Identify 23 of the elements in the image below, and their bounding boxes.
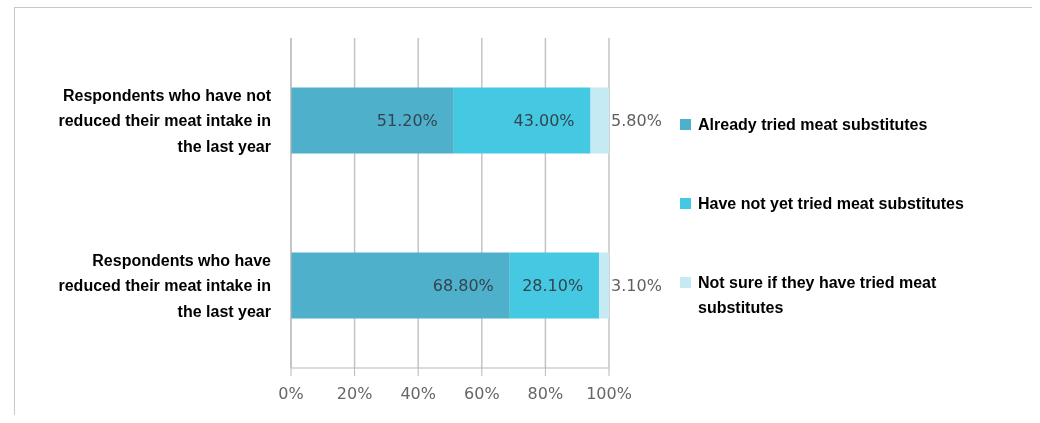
x-tick-label: 0% (278, 384, 304, 404)
data-label: 28.10% (522, 276, 584, 296)
bar (291, 252, 510, 319)
x-tick-label: 80% (527, 384, 564, 404)
data-label: 68.80% (432, 276, 494, 296)
data-label: 3.10% (611, 276, 662, 296)
legend-label: Already tried meat substitutes (698, 115, 928, 135)
x-tick-label: 20% (336, 384, 373, 404)
x-tick-label: 60% (464, 384, 500, 404)
data-label: 5.80% (611, 111, 662, 131)
x-tick-label: 40% (400, 384, 436, 404)
bar (590, 87, 609, 154)
bar (453, 87, 591, 154)
bar (291, 87, 454, 154)
data-label: 51.20% (376, 111, 438, 131)
y-tick-label: Respondents who have not reduced their meat intake in the last year (58, 86, 272, 155)
bar (509, 252, 600, 319)
legend-label: Not sure if they have tried meat substitutes (698, 273, 938, 318)
legend-label: Have not yet tried meat substitutes (698, 194, 964, 214)
y-tick-label: Respondents who have reduced their meat intake in the last year (58, 251, 272, 320)
x-tick-label: 100% (586, 384, 632, 404)
data-label: 43.00% (513, 111, 575, 131)
bar (599, 252, 609, 319)
